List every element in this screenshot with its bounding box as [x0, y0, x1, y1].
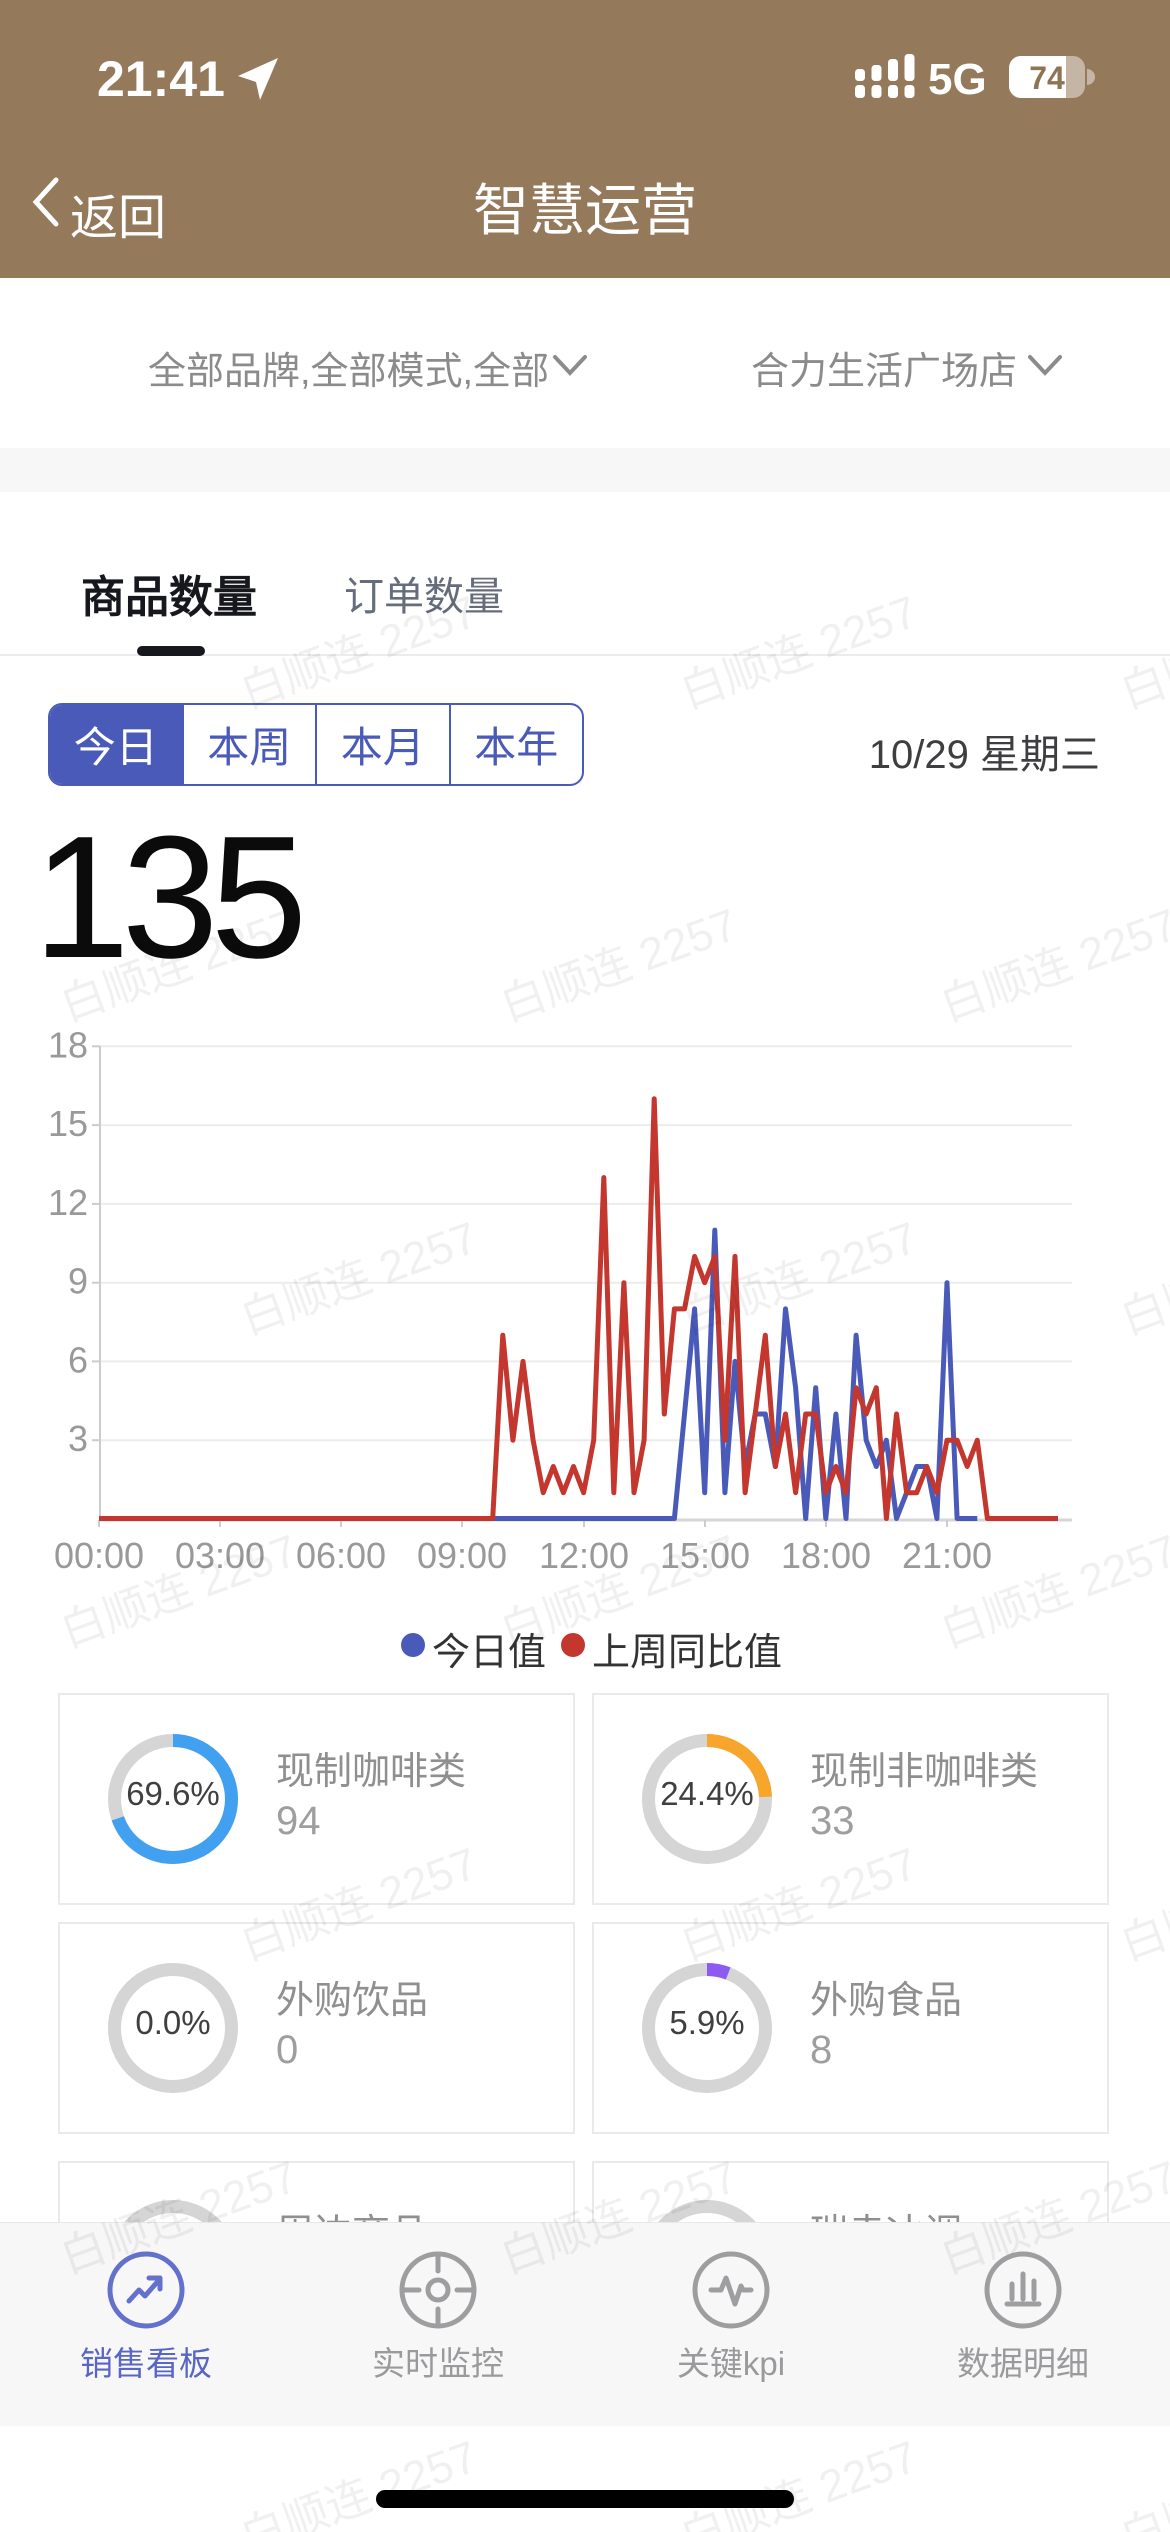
- svg-text:21:00: 21:00: [902, 1535, 992, 1576]
- svg-text:18: 18: [48, 1024, 88, 1065]
- svg-text:6: 6: [68, 1339, 88, 1380]
- svg-text:18:00: 18:00: [781, 1535, 871, 1576]
- svg-text:15: 15: [48, 1103, 88, 1144]
- svg-text:06:00: 06:00: [296, 1535, 386, 1576]
- svg-text:12: 12: [48, 1182, 88, 1223]
- svg-text:12:00: 12:00: [539, 1535, 629, 1576]
- svg-text:3: 3: [68, 1418, 88, 1459]
- svg-text:09:00: 09:00: [417, 1535, 507, 1576]
- svg-text:00:00: 00:00: [54, 1535, 144, 1576]
- svg-text:03:00: 03:00: [175, 1535, 265, 1576]
- svg-text:9: 9: [68, 1261, 88, 1302]
- svg-text:15:00: 15:00: [660, 1535, 750, 1576]
